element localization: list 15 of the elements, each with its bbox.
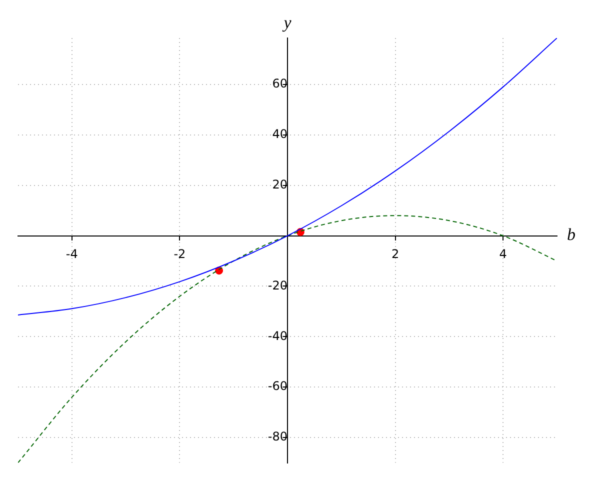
y-tick-label: -60 xyxy=(268,379,288,394)
y-tick-label: -80 xyxy=(268,430,288,444)
x-axis-title: b xyxy=(567,225,576,244)
y-tick-label: 20 xyxy=(272,177,288,192)
y-tick-label: -40 xyxy=(268,328,288,343)
x-tick-label: -2 xyxy=(174,247,186,262)
line-series xyxy=(18,215,557,463)
y-tick-label: 40 xyxy=(272,126,288,141)
x-tick-label: 4 xyxy=(499,247,507,262)
y-tick-label: -20 xyxy=(268,278,288,292)
y-tick-label: 60 xyxy=(272,76,288,91)
line-series xyxy=(18,38,557,316)
y-axis-title: y xyxy=(282,12,292,32)
x-tick-label: -4 xyxy=(66,247,78,262)
x-tick-label: 2 xyxy=(391,247,400,262)
